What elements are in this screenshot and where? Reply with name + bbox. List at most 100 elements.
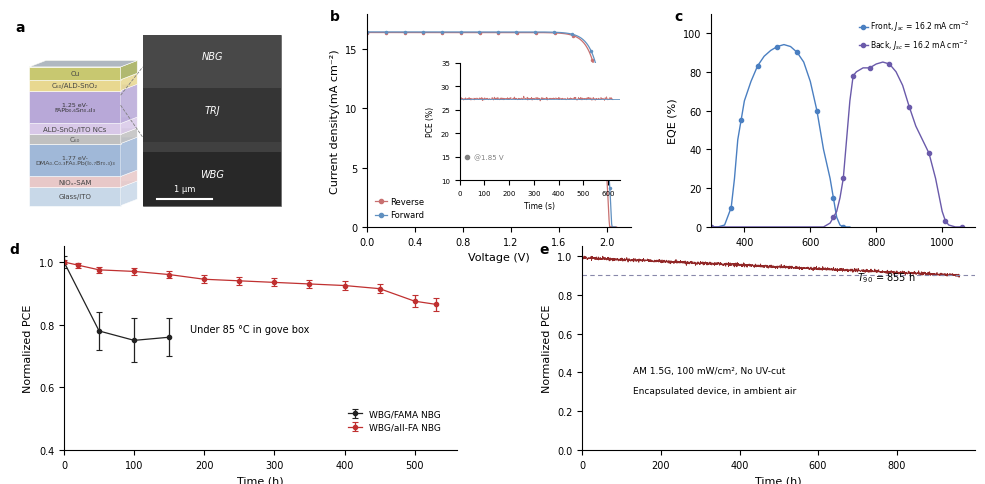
Y-axis label: Normalized PCE: Normalized PCE	[542, 304, 552, 393]
Text: NBG: NBG	[201, 52, 223, 62]
Front, $J_{sc}$ = 16.2 mA cm$^{-2}$	[837, 225, 849, 230]
Front, $J_{sc}$ = 16.2 mA cm$^{-2}$	[778, 43, 790, 48]
Bar	[143, 153, 282, 206]
Polygon shape	[30, 138, 137, 144]
Back, $J_{sc}$ = 16.2 mA cm$^{-2}$	[851, 70, 863, 76]
Y-axis label: EQE (%): EQE (%)	[668, 98, 678, 144]
Polygon shape	[30, 85, 137, 91]
Reverse	[391, 30, 403, 36]
Polygon shape	[30, 74, 137, 80]
Text: ALD-SnO₂/ITO NCs: ALD-SnO₂/ITO NCs	[43, 127, 106, 133]
Text: b: b	[330, 10, 340, 24]
Back, $J_{sc}$ = 16.2 mA cm$^{-2}$	[847, 74, 859, 79]
Back, $J_{sc}$ = 16.2 mA cm$^{-2}$	[877, 60, 888, 66]
Line: Front, $J_{sc}$ = 16.2 mA cm$^{-2}$: Front, $J_{sc}$ = 16.2 mA cm$^{-2}$	[709, 44, 852, 229]
Front, $J_{sc}$ = 16.2 mA cm$^{-2}$	[818, 147, 829, 153]
Legend: WBG/FAMA NBG, WBG/all-FA NBG: WBG/FAMA NBG, WBG/all-FA NBG	[345, 406, 444, 436]
Forward	[542, 30, 554, 36]
Forward	[361, 30, 373, 36]
Text: Glass/ITO: Glass/ITO	[58, 194, 92, 200]
Back, $J_{sc}$ = 16.2 mA cm$^{-2}$	[705, 225, 717, 230]
Text: 1.25 eV-
FAPb₀.₆Sn₀.₄I₃: 1.25 eV- FAPb₀.₆Sn₀.₄I₃	[54, 103, 96, 113]
Reverse	[442, 30, 454, 36]
Back, $J_{sc}$ = 16.2 mA cm$^{-2}$	[956, 225, 968, 230]
Bar	[143, 142, 282, 153]
Polygon shape	[120, 61, 137, 80]
Legend: Reverse, Forward: Reverse, Forward	[371, 195, 427, 223]
Back, $J_{sc}$ = 16.2 mA cm$^{-2}$	[930, 176, 942, 182]
Text: Cu: Cu	[70, 71, 80, 77]
Front, $J_{sc}$ = 16.2 mA cm$^{-2}$	[785, 45, 797, 50]
Forward	[517, 30, 529, 36]
Polygon shape	[120, 118, 137, 135]
Front, $J_{sc}$ = 16.2 mA cm$^{-2}$	[725, 205, 737, 211]
Text: NiOₓ-SAM: NiOₓ-SAM	[58, 180, 92, 185]
X-axis label: Voltage (V): Voltage (V)	[468, 253, 530, 263]
Text: 1 µm: 1 µm	[173, 184, 195, 194]
Text: C₆₀: C₆₀	[70, 136, 80, 143]
Polygon shape	[120, 61, 137, 80]
Back, $J_{sc}$ = 16.2 mA cm$^{-2}$	[923, 151, 935, 157]
Polygon shape	[30, 61, 137, 68]
Polygon shape	[30, 80, 120, 91]
Text: a: a	[16, 21, 25, 35]
Front, $J_{sc}$ = 16.2 mA cm$^{-2}$	[811, 108, 822, 114]
Back, $J_{sc}$ = 16.2 mA cm$^{-2}$	[884, 62, 895, 68]
Front, $J_{sc}$ = 16.2 mA cm$^{-2}$	[732, 137, 744, 143]
Front, $J_{sc}$ = 16.2 mA cm$^{-2}$	[764, 48, 776, 54]
Front, $J_{sc}$ = 16.2 mA cm$^{-2}$	[752, 64, 763, 70]
Front, $J_{sc}$ = 16.2 mA cm$^{-2}$	[844, 225, 856, 230]
Text: e: e	[539, 243, 549, 257]
Front, $J_{sc}$ = 16.2 mA cm$^{-2}$	[834, 223, 846, 228]
Polygon shape	[30, 171, 137, 177]
Text: $T_{90}$ = 855 h: $T_{90}$ = 855 h	[857, 271, 916, 285]
Text: d: d	[9, 243, 19, 257]
Forward	[607, 225, 619, 230]
Back, $J_{sc}$ = 16.2 mA cm$^{-2}$	[910, 124, 922, 130]
Front, $J_{sc}$ = 16.2 mA cm$^{-2}$	[798, 60, 810, 66]
Polygon shape	[30, 91, 120, 124]
Text: c: c	[675, 10, 683, 24]
Reverse	[518, 30, 530, 36]
Back, $J_{sc}$ = 16.2 mA cm$^{-2}$	[830, 209, 842, 215]
Back, $J_{sc}$ = 16.2 mA cm$^{-2}$	[950, 225, 961, 230]
Back, $J_{sc}$ = 16.2 mA cm$^{-2}$	[818, 225, 829, 230]
Text: WBG: WBG	[200, 169, 224, 179]
Reverse	[604, 225, 616, 230]
Front, $J_{sc}$ = 16.2 mA cm$^{-2}$	[705, 225, 717, 230]
Line: Forward: Forward	[366, 32, 617, 228]
Front, $J_{sc}$ = 16.2 mA cm$^{-2}$	[805, 79, 817, 85]
X-axis label: Time (h): Time (h)	[755, 475, 802, 484]
Bar	[143, 36, 282, 206]
Polygon shape	[30, 144, 120, 177]
Front, $J_{sc}$ = 16.2 mA cm$^{-2}$	[745, 79, 756, 85]
Back, $J_{sc}$ = 16.2 mA cm$^{-2}$	[834, 196, 846, 201]
Front, $J_{sc}$ = 16.2 mA cm$^{-2}$	[735, 118, 747, 124]
Line: Back, $J_{sc}$ = 16.2 mA cm$^{-2}$: Back, $J_{sc}$ = 16.2 mA cm$^{-2}$	[709, 61, 964, 229]
Back, $J_{sc}$ = 16.2 mA cm$^{-2}$	[871, 62, 883, 68]
Back, $J_{sc}$ = 16.2 mA cm$^{-2}$	[896, 83, 908, 89]
Polygon shape	[120, 85, 137, 124]
Back, $J_{sc}$ = 16.2 mA cm$^{-2}$	[837, 176, 849, 182]
Front, $J_{sc}$ = 16.2 mA cm$^{-2}$	[719, 223, 731, 228]
Polygon shape	[30, 188, 120, 206]
Polygon shape	[30, 124, 120, 135]
Polygon shape	[30, 61, 137, 68]
Text: C₆₀/ALD-SnO₂: C₆₀/ALD-SnO₂	[52, 83, 98, 89]
Front, $J_{sc}$ = 16.2 mA cm$^{-2}$	[729, 176, 741, 182]
Back, $J_{sc}$ = 16.2 mA cm$^{-2}$	[840, 137, 852, 143]
Back, $J_{sc}$ = 16.2 mA cm$^{-2}$	[857, 66, 869, 72]
Back, $J_{sc}$ = 16.2 mA cm$^{-2}$	[890, 70, 902, 76]
Front, $J_{sc}$ = 16.2 mA cm$^{-2}$	[739, 99, 751, 105]
Front, $J_{sc}$ = 16.2 mA cm$^{-2}$	[712, 225, 724, 230]
Front, $J_{sc}$ = 16.2 mA cm$^{-2}$	[830, 215, 842, 221]
Polygon shape	[120, 182, 137, 206]
Polygon shape	[120, 74, 137, 91]
Back, $J_{sc}$ = 16.2 mA cm$^{-2}$	[943, 223, 954, 228]
Line: Reverse: Reverse	[366, 32, 618, 228]
Forward	[391, 30, 403, 36]
Reverse	[543, 30, 555, 36]
Back, $J_{sc}$ = 16.2 mA cm$^{-2}$	[827, 215, 839, 221]
Polygon shape	[120, 138, 137, 177]
Text: Encapsulated device, in ambient air: Encapsulated device, in ambient air	[633, 386, 797, 395]
